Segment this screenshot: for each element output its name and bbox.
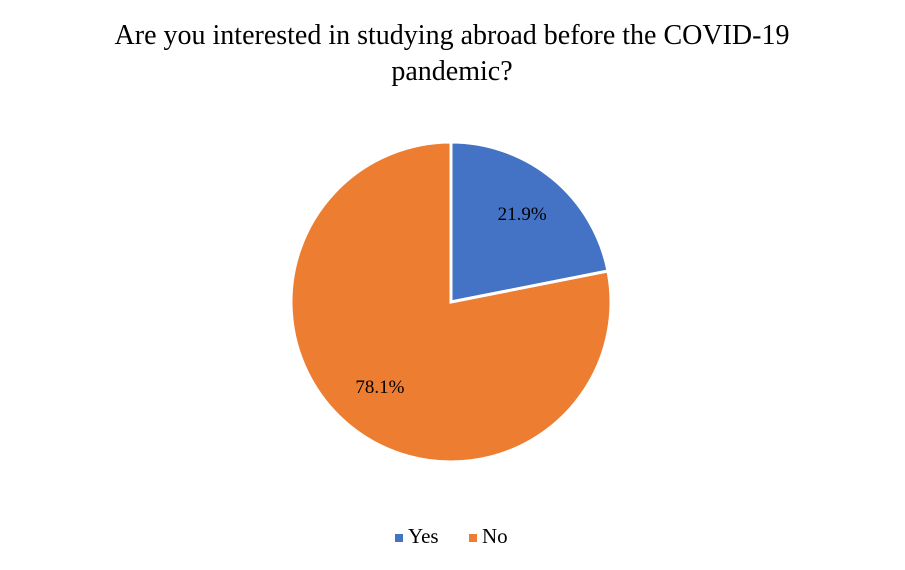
pie-slice (289, 140, 613, 464)
data-label: 78.1% (355, 377, 404, 398)
chart-title: Are you interested in studying abroad be… (114, 20, 790, 87)
legend-swatch (395, 534, 403, 542)
legend-label: No (482, 524, 508, 548)
legend-label: Yes (408, 524, 439, 548)
data-label: 21.9% (498, 204, 547, 225)
legend-swatch (469, 534, 477, 542)
pie-slice (449, 140, 610, 304)
